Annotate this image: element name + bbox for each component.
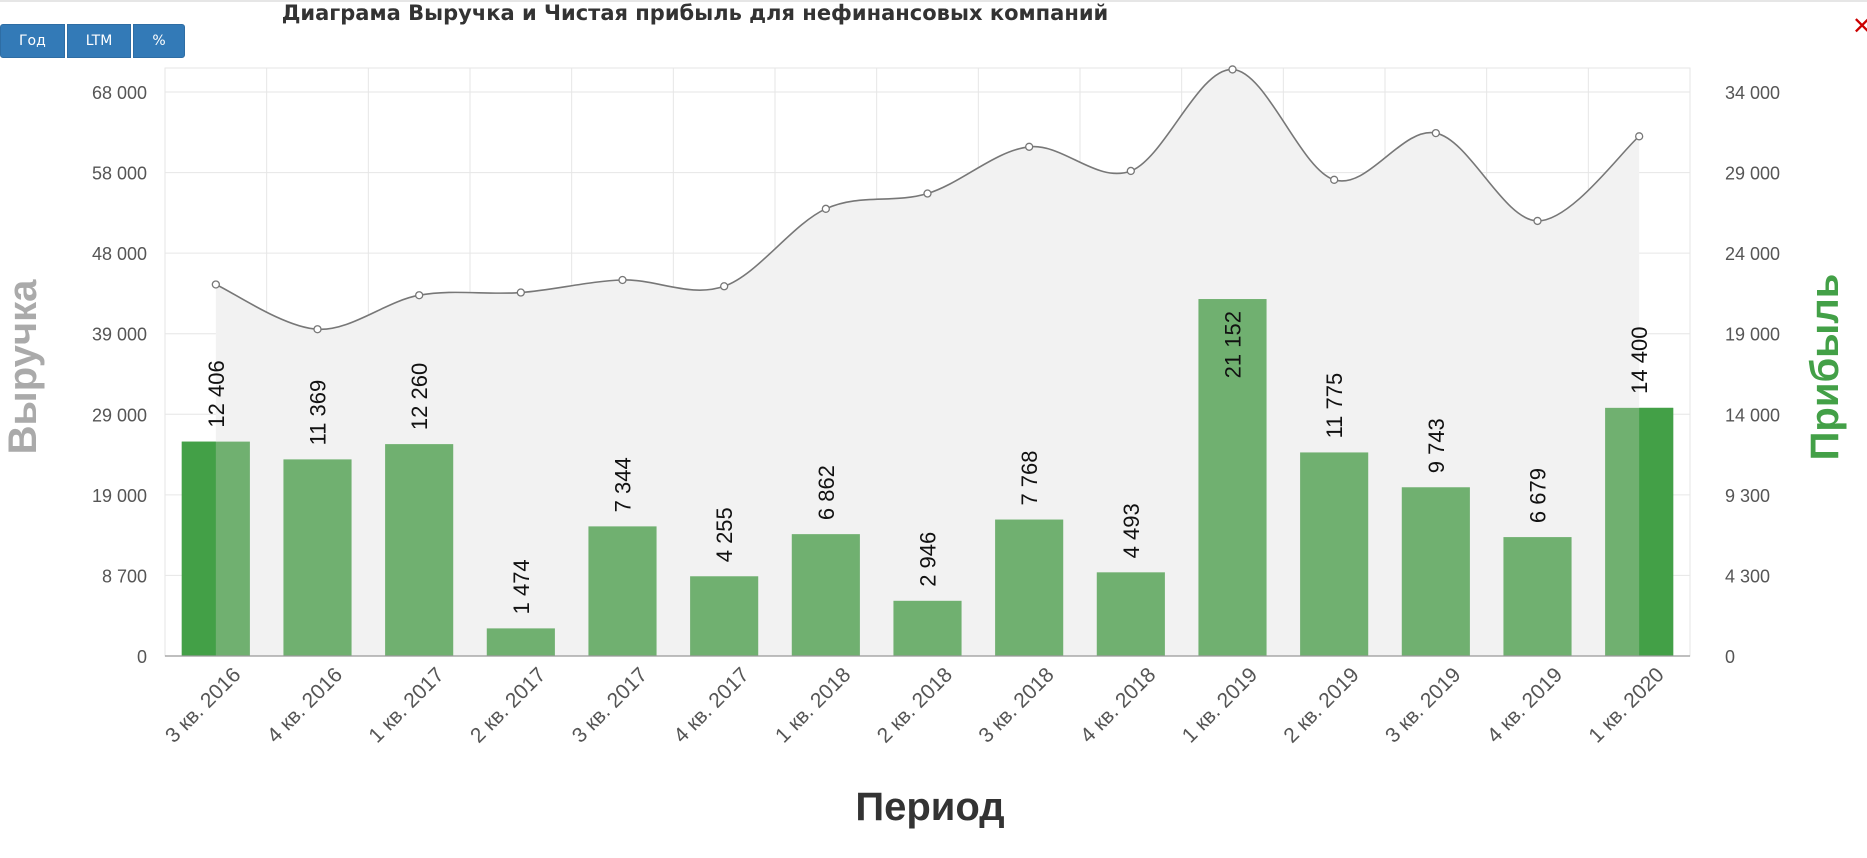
- bar-value-label: 6 679: [1526, 468, 1551, 523]
- revenue-point: [1635, 132, 1644, 141]
- profit-bar-highlight: [1639, 407, 1674, 656]
- profit-bar: [1401, 487, 1470, 656]
- x-tick-label: 4 кв. 2018: [1076, 663, 1160, 747]
- bar-value-label: 11 369: [306, 380, 331, 446]
- right-tick-label: 24 000: [1725, 244, 1780, 264]
- revenue-point: [313, 325, 322, 334]
- chart-title: Диаграма Выручка и Чистая прибыль для не…: [281, 1, 1109, 25]
- profit-bar: [385, 444, 454, 656]
- percent-button[interactable]: %: [133, 24, 185, 58]
- revenue-point: [211, 280, 220, 289]
- x-tick-label: 2 кв. 2017: [466, 663, 550, 747]
- revenue-point: [1126, 166, 1135, 176]
- bar-value-label: 6 862: [814, 465, 839, 520]
- revenue-line-path: [215, 68, 1640, 331]
- revenue-point: [1533, 216, 1542, 226]
- bar-value-label: 9 743: [1424, 418, 1449, 473]
- profit-bars: [181, 299, 1674, 656]
- period-toggle-group: Год LTM %: [0, 24, 187, 58]
- x-tick-label: 4 кв. 2017: [669, 663, 753, 747]
- profit-bar: [1198, 299, 1267, 656]
- bar-value-label: 4 493: [1119, 503, 1144, 558]
- ltm-button[interactable]: LTM: [66, 24, 132, 58]
- profit-bar: [486, 628, 555, 656]
- revenue-point: [415, 291, 424, 300]
- bar-value-label: 7 768: [1017, 450, 1042, 505]
- x-tick-label: 2 кв. 2019: [1279, 663, 1363, 747]
- revenue-point: [516, 288, 525, 297]
- bar-value-label: 11 775: [1322, 373, 1347, 439]
- x-tick-label: 3 кв. 2017: [568, 663, 652, 747]
- revenue-point: [821, 204, 830, 213]
- x-tick-label: 4 кв. 2019: [1483, 663, 1567, 747]
- profit-bar: [893, 600, 962, 656]
- right-tick-label: 0: [1725, 647, 1735, 667]
- profit-bar: [1503, 537, 1572, 656]
- close-icon[interactable]: ✕: [1852, 12, 1867, 40]
- revenue-point: [1025, 142, 1034, 151]
- right-tick-label: 14 000: [1725, 405, 1780, 425]
- x-tick-label: 1 кв. 2018: [771, 663, 855, 747]
- bar-labels: 12 406 11 369 12 260 1 474 7 344 4 255 6 862 2 …: [204, 311, 1652, 614]
- bar-value-label: 12 260: [407, 363, 432, 430]
- right-tick-label: 34 000: [1725, 83, 1780, 103]
- right-tick-label: 19 000: [1725, 325, 1780, 345]
- year-button[interactable]: Год: [0, 24, 65, 58]
- left-tick-label: 29 000: [92, 405, 147, 425]
- revenue-line: [211, 65, 1644, 334]
- left-tick-label: 19 000: [92, 486, 147, 506]
- revenue-point: [618, 275, 627, 285]
- revenue-area: [215, 69, 1640, 656]
- left-axis-title: Выручка: [1, 279, 45, 454]
- profit-bar: [1300, 452, 1369, 656]
- profit-bar: [1096, 572, 1165, 656]
- revenue-point: [720, 282, 729, 291]
- left-tick-label: 39 000: [92, 325, 147, 345]
- right-tick-label: 29 000: [1725, 164, 1780, 184]
- revenue-point: [1330, 175, 1339, 184]
- revenue-point: [923, 189, 932, 198]
- revenue-point: [1228, 65, 1237, 74]
- x-tick-label: 3 кв. 2016: [161, 663, 245, 747]
- bar-value-label: 1 474: [509, 559, 534, 614]
- x-tick-label: 3 кв. 2019: [1381, 663, 1465, 747]
- revenue-point: [1431, 128, 1440, 138]
- left-tick-label: 48 000: [92, 244, 147, 264]
- profit-bar: [791, 534, 860, 656]
- left-tick-label: 0: [137, 647, 147, 667]
- bar-value-label: 12 406: [204, 360, 229, 427]
- bar-value-label: 21 152: [1221, 311, 1246, 378]
- x-tick-label: 1 кв. 2020: [1584, 663, 1668, 747]
- bar-value-label: 2 946: [916, 532, 941, 587]
- bar-value-label: 7 344: [611, 457, 636, 512]
- x-tick-label: 1 кв. 2017: [364, 663, 448, 747]
- profit-bar: [588, 526, 657, 656]
- right-axis-title: Прибыль: [1803, 274, 1847, 461]
- left-tick-label: 8 700: [102, 566, 147, 586]
- profit-bar-highlight: [181, 441, 216, 656]
- revenue-area-fill: [215, 69, 1640, 656]
- x-axis-title: Период: [855, 785, 1004, 829]
- x-tick-label: 4 кв. 2016: [263, 663, 347, 747]
- profit-bar: [995, 519, 1064, 656]
- left-tick-label: 68 000: [92, 83, 147, 103]
- right-tick-label: 9 300: [1725, 486, 1770, 506]
- bar-value-label: 14 400: [1627, 327, 1652, 394]
- x-tick-label: 3 кв. 2018: [974, 663, 1058, 747]
- left-tick-label: 58 000: [92, 164, 147, 184]
- profit-bar: [690, 576, 759, 656]
- profit-bar: [283, 459, 352, 656]
- right-tick-label: 4 300: [1725, 566, 1770, 586]
- top-divider: [0, 0, 1867, 2]
- x-tick-label: 2 кв. 2018: [873, 663, 957, 747]
- x-tick-label: 1 кв. 2019: [1178, 663, 1262, 747]
- bar-value-label: 4 255: [712, 507, 737, 562]
